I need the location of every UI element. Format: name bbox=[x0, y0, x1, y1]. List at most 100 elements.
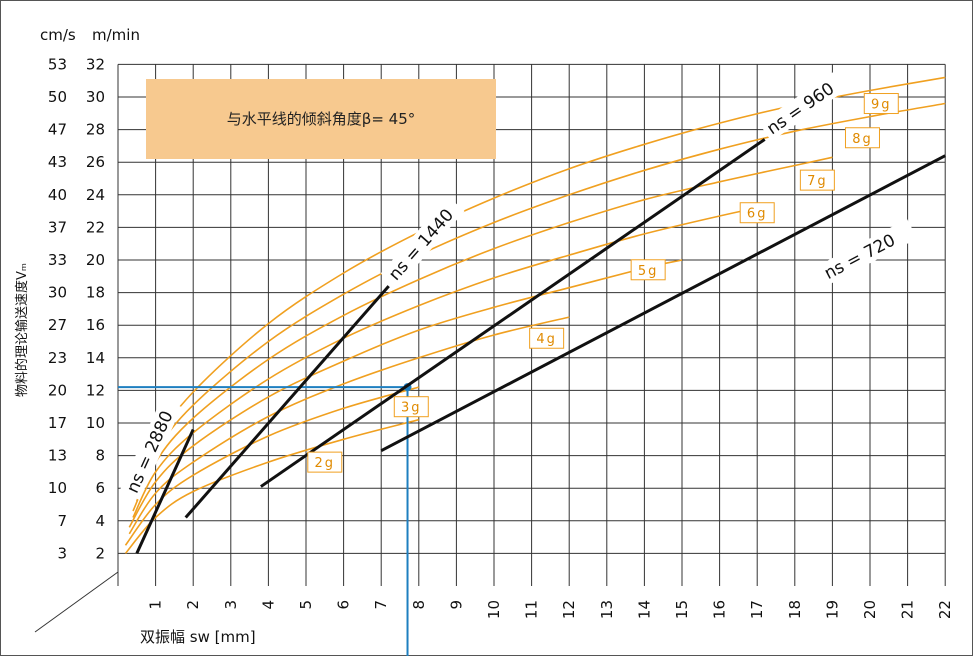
x-tick-label: 1 bbox=[147, 600, 165, 610]
x-tick-label: 11 bbox=[523, 600, 541, 619]
g-label-box bbox=[393, 396, 429, 418]
y-tick-label-cm-per-s: 7 bbox=[57, 512, 67, 530]
y-axis-title: 物料的理论输送速度Vₘ bbox=[14, 263, 30, 397]
y-tick-label-cm-per-s: 20 bbox=[48, 381, 67, 399]
y-tick-label-m-per-min: 8 bbox=[95, 447, 105, 465]
y-tick-label-cm-per-s: 50 bbox=[48, 88, 67, 106]
g-label-box bbox=[863, 93, 899, 115]
frequency-lines bbox=[135, 138, 946, 555]
g-label-7g: 7g bbox=[799, 169, 835, 191]
g-label-text: 9g bbox=[871, 98, 892, 113]
y-tick-label-cm-per-s: 53 bbox=[48, 55, 67, 73]
x-axis-title: 双振幅 sw [mm] bbox=[140, 628, 256, 646]
x-tick-label: 19 bbox=[823, 600, 841, 619]
label-ns-720: ns = 720 bbox=[816, 218, 918, 286]
x-tick-label: 18 bbox=[786, 600, 804, 619]
g-label-box bbox=[307, 451, 343, 473]
y-unit-right: m/min bbox=[92, 26, 140, 44]
g-label-text: 5g bbox=[638, 264, 659, 279]
y-tick-label-cm-per-s: 13 bbox=[48, 447, 67, 465]
label-background bbox=[119, 397, 182, 500]
y-tick-label-cm-per-s: 27 bbox=[48, 316, 67, 334]
g-label-text: 8g bbox=[852, 132, 873, 147]
x-tick-label: 13 bbox=[598, 600, 616, 619]
g-label-text: 7g bbox=[807, 174, 828, 189]
y-tick-label-m-per-min: 16 bbox=[86, 316, 105, 334]
g-label-box bbox=[844, 127, 880, 149]
y-tick-label-m-per-min: 20 bbox=[86, 251, 105, 269]
x-tick-label: 7 bbox=[372, 600, 390, 610]
line-ns-2880 bbox=[135, 428, 195, 555]
y-axis-ticks: 2347610813101712201423162718302033223724… bbox=[48, 55, 105, 562]
annotation-box bbox=[146, 79, 496, 159]
x-tick-label: 20 bbox=[861, 600, 879, 619]
y-tick-label-cm-per-s: 10 bbox=[48, 479, 67, 497]
g-label-text: 2g bbox=[315, 456, 336, 471]
x-tick-label: 15 bbox=[673, 600, 691, 619]
y-tick-label-cm-per-s: 37 bbox=[48, 218, 67, 236]
y-tick-label-m-per-min: 28 bbox=[86, 121, 105, 139]
g-label-box bbox=[799, 169, 835, 191]
y-tick-label-m-per-min: 22 bbox=[86, 218, 105, 236]
y-tick-label-cm-per-s: 33 bbox=[48, 251, 67, 269]
g-label-6g: 6g bbox=[739, 202, 775, 224]
curve-7g bbox=[132, 156, 833, 512]
x-tick-label: 22 bbox=[936, 600, 954, 619]
y-unit-left: cm/s bbox=[40, 26, 76, 44]
x-tick-label: 2 bbox=[184, 600, 202, 610]
label-background bbox=[816, 218, 918, 286]
y-tick-label-cm-per-s: 3 bbox=[57, 544, 67, 562]
label-background bbox=[758, 65, 856, 142]
g-label-box bbox=[739, 202, 775, 224]
y-tick-label-cm-per-s: 30 bbox=[48, 284, 67, 302]
g-label-text: 6g bbox=[747, 207, 768, 222]
y-tick-label-m-per-min: 10 bbox=[86, 414, 105, 432]
x-tick-label: 9 bbox=[447, 600, 465, 610]
y-tick-label-m-per-min: 12 bbox=[86, 381, 105, 399]
x-tick-label: 16 bbox=[711, 600, 729, 619]
y-tick-label-m-per-min: 26 bbox=[86, 153, 105, 171]
annotation-text: 与水平线的倾斜角度β= 45° bbox=[227, 110, 416, 128]
y-tick-label-m-per-min: 4 bbox=[95, 512, 105, 530]
x-tick-label: 4 bbox=[259, 600, 277, 610]
y-tick-label-cm-per-s: 47 bbox=[48, 121, 67, 139]
label-ns-1440: ns = 1440 bbox=[380, 196, 465, 288]
line-ns-720 bbox=[380, 154, 946, 453]
g-label-box bbox=[529, 327, 565, 349]
g-label-text: 4g bbox=[536, 332, 557, 347]
y-tick-label-m-per-min: 6 bbox=[95, 479, 105, 497]
x-axis-ticks: 1 2 3 4 5 6 7 8 9 10 11 12 13 14 15 16 17 18 19 20 21 22 bbox=[147, 600, 955, 619]
acceleration-labels: 2g 3g 4g 5g 6g 7g 8g 9g bbox=[307, 93, 899, 473]
y-tick-label-m-per-min: 24 bbox=[86, 186, 105, 204]
g-label-2g: 2g bbox=[307, 451, 343, 473]
line-ns-960 bbox=[260, 138, 766, 488]
curve-3g bbox=[124, 386, 420, 546]
line-ns-1440 bbox=[184, 285, 390, 519]
x-tick-label: 5 bbox=[297, 600, 315, 610]
curve-2g bbox=[124, 418, 420, 554]
y-tick-label-m-per-min: 32 bbox=[86, 55, 105, 73]
y-tick-label-cm-per-s: 23 bbox=[48, 349, 67, 367]
g-label-5g: 5g bbox=[630, 259, 666, 281]
x-tick-label: 10 bbox=[485, 600, 503, 619]
curve-8g bbox=[136, 102, 946, 502]
axis-diagonal bbox=[34, 571, 119, 633]
x-tick-label: 17 bbox=[748, 600, 766, 619]
grid bbox=[117, 63, 946, 586]
g-label-8g: 8g bbox=[844, 127, 880, 149]
g-label-4g: 4g bbox=[529, 327, 565, 349]
x-tick-label: 14 bbox=[635, 600, 653, 619]
label-ns-2880: ns = 2880 bbox=[119, 397, 182, 500]
label-background bbox=[380, 196, 465, 288]
g-label-box bbox=[630, 259, 666, 281]
y-tick-label-m-per-min: 2 bbox=[95, 544, 105, 562]
y-tick-label-m-per-min: 18 bbox=[86, 284, 105, 302]
g-label-3g: 3g bbox=[393, 396, 429, 418]
x-tick-label: 3 bbox=[222, 600, 240, 610]
y-tick-label-m-per-min: 14 bbox=[86, 349, 105, 367]
g-label-9g: 9g bbox=[863, 93, 899, 115]
curve-4g bbox=[128, 316, 570, 535]
y-tick-label-cm-per-s: 17 bbox=[48, 414, 67, 432]
y-tick-label-cm-per-s: 43 bbox=[48, 153, 67, 171]
